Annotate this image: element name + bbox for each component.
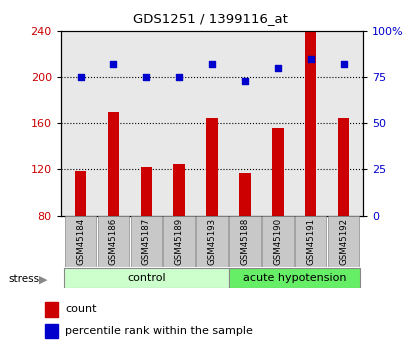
Text: GSM45184: GSM45184 [76,218,85,265]
FancyBboxPatch shape [163,216,195,267]
Text: GSM45191: GSM45191 [306,218,315,265]
Text: stress: stress [8,275,39,284]
Bar [173,164,185,216]
Bar [239,173,251,216]
Point [340,61,347,67]
Text: GSM45187: GSM45187 [142,218,151,265]
Bar [305,31,316,216]
FancyBboxPatch shape [262,216,294,267]
Point [275,65,281,71]
Point [110,61,117,67]
Bar [75,171,87,216]
Bar [272,128,284,216]
FancyBboxPatch shape [295,216,326,267]
Point [241,78,248,83]
Text: count: count [65,305,97,315]
Text: control: control [127,273,165,283]
Text: GSM45192: GSM45192 [339,218,348,265]
FancyBboxPatch shape [328,216,360,267]
Point [176,75,183,80]
Point [77,75,84,80]
FancyBboxPatch shape [228,268,360,288]
FancyBboxPatch shape [131,216,162,267]
Text: GSM45186: GSM45186 [109,218,118,265]
Bar [338,118,349,216]
Text: GSM45188: GSM45188 [241,218,249,265]
Text: GDS1251 / 1399116_at: GDS1251 / 1399116_at [133,12,287,25]
FancyBboxPatch shape [196,216,228,267]
Point [307,56,314,61]
Text: ▶: ▶ [39,275,47,284]
Bar [45,302,58,317]
FancyBboxPatch shape [98,216,129,267]
Text: GSM45189: GSM45189 [175,218,184,265]
Text: percentile rank within the sample: percentile rank within the sample [65,326,253,336]
Text: GSM45193: GSM45193 [207,218,217,265]
Bar [206,118,218,216]
Bar [141,167,152,216]
Bar [45,324,58,338]
Bar [108,112,119,216]
FancyBboxPatch shape [229,216,261,267]
Point [143,75,150,80]
FancyBboxPatch shape [65,216,97,267]
Text: GSM45190: GSM45190 [273,218,282,265]
Point [209,61,215,67]
Text: acute hypotension: acute hypotension [242,273,346,283]
FancyBboxPatch shape [64,268,228,288]
